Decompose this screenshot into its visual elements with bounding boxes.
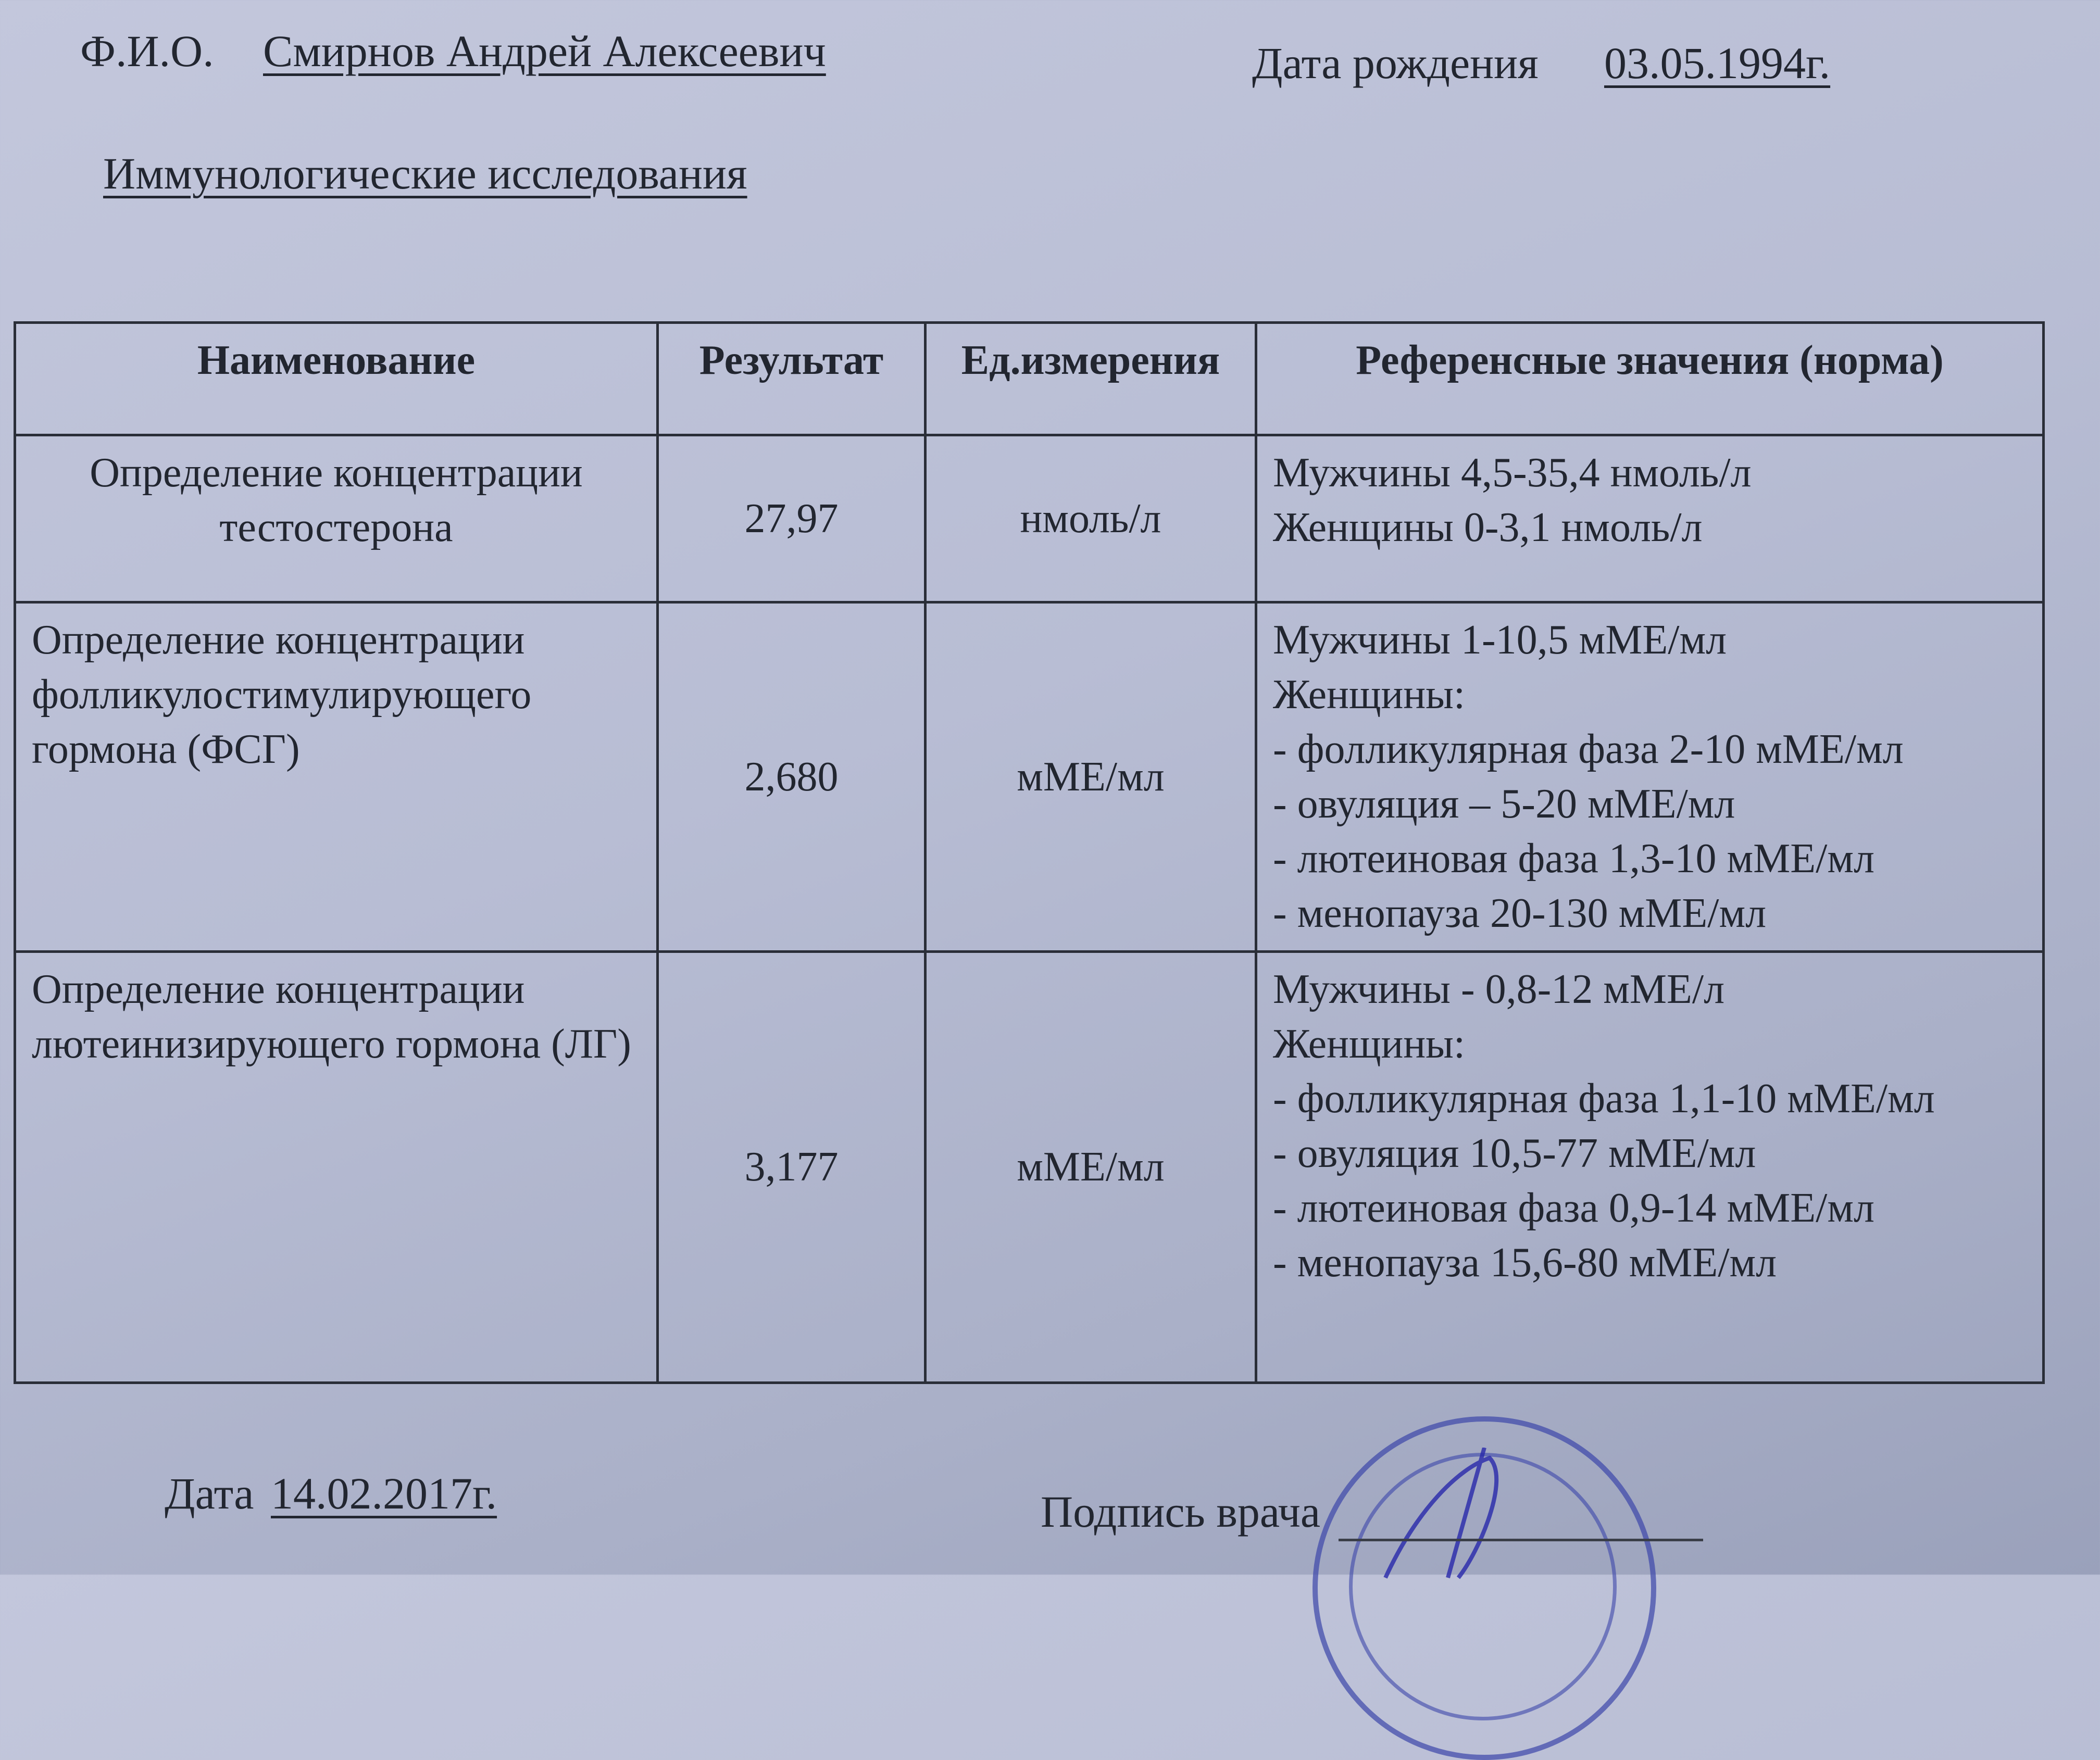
reference-line: Мужчины - 0,8-12 мМЕ/л: [1273, 966, 1725, 1012]
reference-values: Мужчины - 0,8-12 мМЕ/л Женщины: - фоллик…: [1255, 950, 2045, 1384]
reference-line: Женщины:: [1273, 672, 1466, 718]
test-unit: мМЕ/мл: [924, 601, 1257, 953]
reference-line: Мужчины 1-10,5 мМЕ/мл: [1273, 617, 1727, 663]
test-name: Определение концентрации фолликулостимул…: [14, 601, 659, 953]
table-header-row: Наименование Результат Ед.измерения Рефе…: [14, 321, 2045, 436]
test-name: Определение концентрации лютеинизирующег…: [14, 950, 659, 1384]
table-row: Определение концентрации лютеинизирующег…: [14, 950, 2045, 1384]
results-table: Наименование Результат Ед.измерения Рефе…: [14, 321, 2045, 1384]
reference-line: - овуляция 10,5-77 мМЕ/мл: [1273, 1130, 1756, 1176]
reference-line: Женщины 0-3,1 нмоль/л: [1273, 505, 1703, 550]
reference-line: - фолликулярная фаза 2-10 мМЕ/мл: [1273, 726, 1904, 772]
section-title: Иммунологические исследования: [103, 148, 747, 198]
test-result: 3,177: [656, 950, 927, 1384]
reference-line: - менопауза 15,6-80 мМЕ/мл: [1273, 1240, 1777, 1286]
table-row: Определение концентрации фолликулостимул…: [14, 601, 2045, 953]
signature: [1383, 1448, 1499, 1579]
column-header: Референсные значения (норма): [1255, 321, 2045, 436]
date-label: Дата: [165, 1468, 254, 1518]
test-unit: мМЕ/мл: [924, 950, 1257, 1384]
reference-values: Мужчины 4,5-35,4 нмоль/л Женщины 0-3,1 н…: [1255, 434, 2045, 604]
test-unit: нмоль/л: [924, 434, 1257, 604]
fio-label: Ф.И.О.: [80, 26, 214, 76]
dob-value: 03.05.1994г.: [1604, 38, 1831, 88]
table-row: Определение концентрации тестостерона 27…: [14, 434, 2045, 604]
column-header: Наименование: [14, 321, 659, 436]
signature-label: Подпись врача: [1041, 1487, 1321, 1537]
reference-line: - фолликулярная фаза 1,1-10 мМЕ/мл: [1273, 1076, 1935, 1122]
reference-line: Женщины:: [1273, 1021, 1466, 1067]
signature-line: [1339, 1539, 1703, 1541]
date-value: 14.02.2017г.: [271, 1468, 497, 1518]
dob-label: Дата рождения: [1252, 38, 1539, 88]
reference-values: Мужчины 1-10,5 мМЕ/мл Женщины: - фоллику…: [1255, 601, 2045, 953]
reference-line: - овуляция – 5-20 мМЕ/мл: [1273, 781, 1735, 827]
column-header: Ед.измерения: [924, 321, 1257, 436]
test-result: 27,97: [656, 434, 927, 604]
test-name: Определение концентрации тестостерона: [14, 434, 659, 604]
reference-line: - менопауза 20-130 мМЕ/мл: [1273, 890, 1766, 936]
fio-value: Смирнов Андрей Алексеевич: [263, 26, 826, 76]
reference-line: - лютеиновая фаза 1,3-10 мМЕ/мл: [1273, 836, 1874, 882]
test-result: 2,680: [656, 601, 927, 953]
reference-line: Мужчины 4,5-35,4 нмоль/л: [1273, 450, 1752, 496]
reference-line: - лютеиновая фаза 0,9-14 мМЕ/мл: [1273, 1185, 1874, 1231]
column-header: Результат: [656, 321, 927, 436]
